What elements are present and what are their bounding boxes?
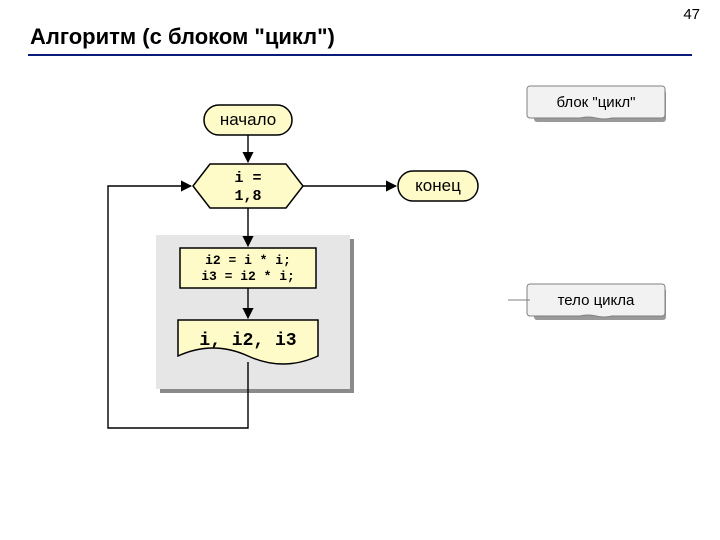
node-loop-line1: i = [234,170,261,187]
node-start: начало [204,105,292,135]
node-proc-line2: i3 = i2 * i; [201,269,295,284]
callout-body: тело цикла [508,284,666,320]
page-title: Алгоритм (с блоком "цикл") [30,24,335,50]
callout-body-text: тело цикла [558,292,635,309]
page-number: 47 [683,6,700,23]
node-end: конец [398,171,478,201]
node-end-label: конец [415,176,461,195]
node-proc-line1: i2 = i * i; [205,253,291,268]
callout-loop: блок "цикл" [527,86,666,122]
flowchart-canvas: начало i = 1,8 конец i2 = i * i; i3 = i2… [0,60,720,540]
title-rule [28,54,692,56]
node-output-label: i, i2, i3 [199,331,296,351]
node-proc: i2 = i * i; i3 = i2 * i; [180,248,316,288]
node-loop-line2: 1,8 [234,188,261,205]
node-start-label: начало [220,110,276,129]
node-loop: i = 1,8 [193,164,303,208]
callout-loop-text: блок "цикл" [556,94,635,111]
